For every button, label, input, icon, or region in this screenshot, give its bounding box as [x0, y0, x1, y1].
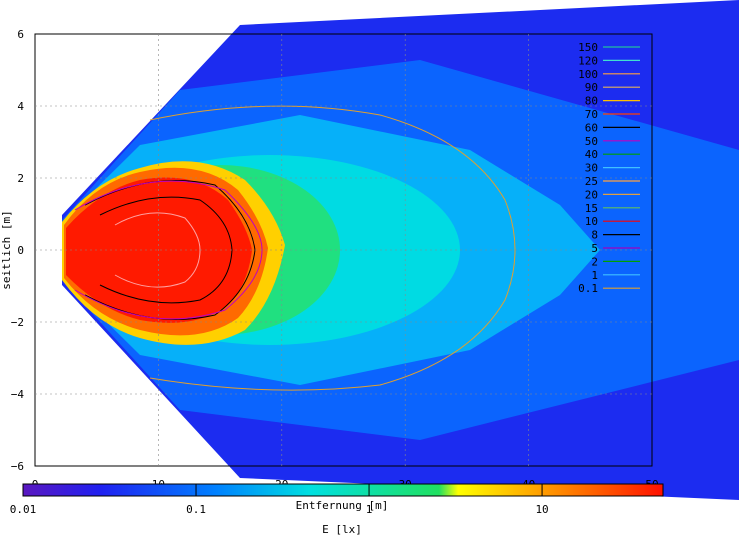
legend-entry-label: 8	[591, 229, 598, 242]
colorbar: 0.01 0.1 1 10 Entfernung [m] E [lx]	[10, 483, 664, 536]
legend-entry-label: 25	[585, 175, 598, 188]
legend-entry-label: 80	[585, 95, 598, 108]
y-tick-label: 6	[17, 28, 24, 41]
y-axis-ticks: 6 4 2 0 −2 −4 −6	[11, 28, 25, 473]
y-tick-label: 0	[17, 244, 24, 257]
core-red	[66, 177, 252, 323]
colorbar-gradient	[22, 483, 664, 497]
y-tick-label: 4	[17, 100, 24, 113]
x-axis-label: Entfernung [m]	[296, 499, 389, 512]
legend-entry-label: 1	[591, 269, 598, 282]
legend-entry-label: 50	[585, 135, 598, 148]
colorbar-tick-label: 10	[535, 503, 548, 516]
gridlines	[35, 34, 652, 466]
legend-entry-label: 5	[591, 242, 598, 255]
colorbar-tick-label: 1	[366, 503, 373, 516]
legend-entry-label: 2	[591, 255, 598, 268]
colorbar-tick-label: 0.01	[10, 503, 37, 516]
legend-entry-label: 30	[585, 162, 598, 175]
legend-entry-label: 15	[585, 202, 598, 215]
legend-entry-label: 60	[585, 121, 598, 134]
colorbar-tick-label: 0.1	[186, 503, 206, 516]
legend-entry-label: 90	[585, 81, 598, 94]
legend-entry-label: 70	[585, 108, 598, 121]
colorbar-ticks: 0.01 0.1 1 10	[10, 484, 549, 516]
legend-entry-label: 10	[585, 215, 598, 228]
y-axis-label: seitlich [m]	[0, 210, 13, 289]
y-tick-label: −4	[11, 388, 25, 401]
y-tick-label: −6	[11, 460, 24, 473]
contour-line	[149, 105, 516, 391]
legend-entry-label: 0.1	[578, 282, 598, 295]
colorbar-label: E [lx]	[322, 523, 362, 536]
legend-entry-label: 120	[578, 54, 598, 67]
y-tick-label: −2	[11, 316, 24, 329]
legend-entry-label: 100	[578, 68, 598, 81]
legend-entry-label: 40	[585, 148, 598, 161]
legend-entry-label: 150	[578, 41, 598, 54]
legend-entry-label: 20	[585, 188, 598, 201]
y-tick-label: 2	[17, 172, 24, 185]
